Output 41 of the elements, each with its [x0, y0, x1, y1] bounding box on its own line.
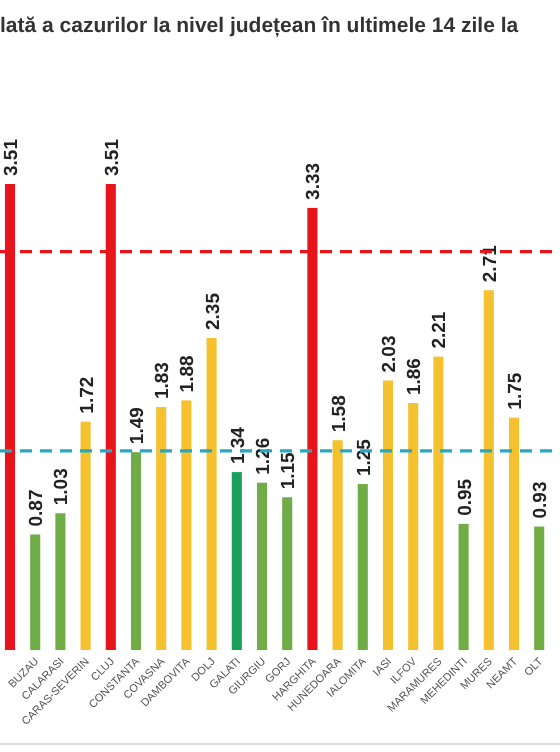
bar [408, 403, 419, 650]
bar [282, 497, 293, 650]
data-label: 2.03 [379, 335, 401, 373]
data-label: 1.88 [177, 355, 200, 393]
bar [534, 526, 545, 650]
data-label: 1.15 [278, 450, 301, 490]
bar [332, 440, 343, 650]
data-label: 1.72 [76, 376, 99, 414]
chart-title: lată a cazurilor la nivel județean în ultimele 14 zile la [0, 14, 519, 38]
bar [55, 513, 66, 650]
data-label: 1.75 [505, 371, 527, 410]
data-label: 1.58 [328, 395, 351, 433]
data-label: 0.95 [454, 477, 477, 516]
bar [231, 472, 242, 650]
bar [433, 356, 444, 650]
bar [382, 380, 394, 650]
data-label: 1.03 [51, 468, 74, 506]
bar [80, 421, 91, 650]
data-label: 2.21 [429, 310, 452, 349]
data-label: 1.26 [253, 437, 275, 475]
bar [483, 290, 494, 650]
data-label: 1.34 [227, 425, 250, 465]
bar [508, 417, 520, 650]
bar [181, 400, 192, 650]
bar [30, 534, 41, 650]
bar [256, 482, 268, 650]
data-label: 3.51 [101, 137, 124, 176]
data-label: 3.51 [1, 137, 23, 176]
data-label: 0.93 [530, 481, 553, 519]
data-label: 1.25 [353, 437, 376, 477]
data-label: 1.83 [152, 362, 175, 400]
data-label: 1.86 [404, 358, 427, 396]
bar [156, 407, 167, 650]
data-label: 1.49 [127, 407, 149, 445]
data-label: 2.35 [202, 291, 225, 331]
data-label: 3.33 [303, 162, 326, 200]
bar [458, 523, 469, 650]
bar [357, 484, 368, 650]
data-label: 0.87 [26, 489, 49, 527]
bar [206, 338, 217, 650]
bar [130, 452, 142, 650]
